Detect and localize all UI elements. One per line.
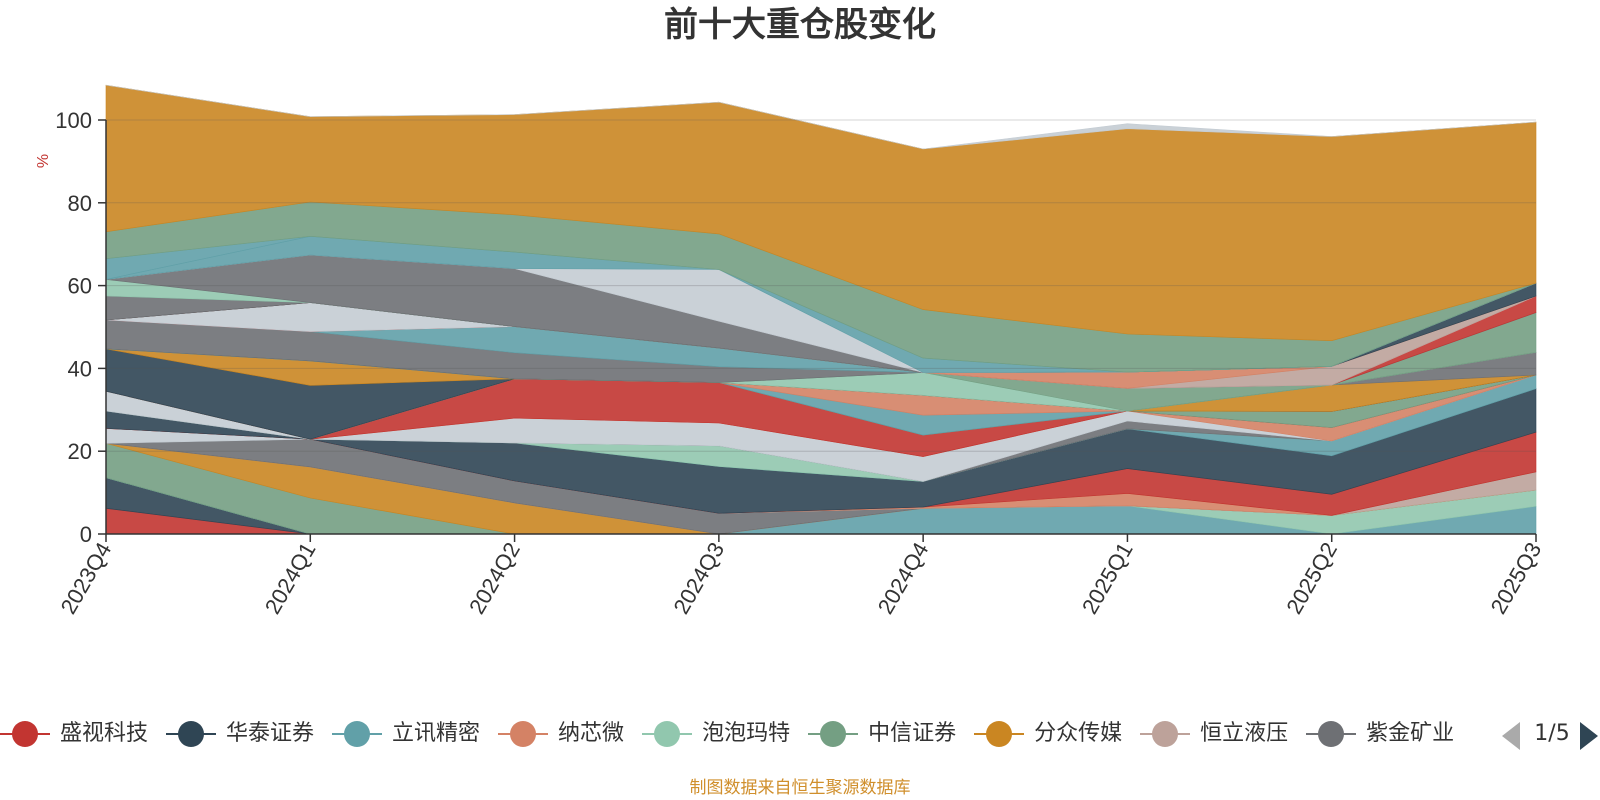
x-tick-label: 2024Q1 — [260, 538, 321, 618]
y-axis-label: % — [35, 154, 52, 168]
x-tick-label: 2025Q3 — [1486, 538, 1547, 618]
legend-label: 立讯精密 — [392, 721, 481, 746]
legend-label: 中信证券 — [868, 721, 957, 746]
legend-next-page-button[interactable] — [1580, 722, 1598, 750]
legend-items: 盛视科技 华泰证券 立讯精密 纳芯微 泡泡玛特 中信证券 分众传媒 恒立液压 紫金矿业 — [0, 712, 1482, 756]
y-tick-label: 20 — [68, 439, 92, 464]
legend-label: 泡泡玛特 — [702, 721, 791, 746]
legend-item[interactable]: 华泰证券 — [166, 712, 314, 756]
legend-item[interactable]: 中信证券 — [808, 712, 956, 756]
y-tick-label: 100 — [55, 108, 92, 133]
legend-symbol — [808, 720, 859, 748]
legend-symbol — [0, 720, 50, 748]
legend-item[interactable]: 紫金矿业 — [1306, 712, 1454, 756]
legend-symbol — [974, 720, 1025, 748]
stacked-area-chart: 0 20 40 60 80 100 2023Q4 2024Q1 2024Q2 2024Q3 2024… — [35, 84, 1547, 618]
area-series-group — [105, 84, 1537, 535]
legend-label: 分众传媒 — [1034, 721, 1123, 746]
legend-label: 恒立液压 — [1200, 721, 1289, 746]
legend-item[interactable]: 恒立液压 — [1140, 712, 1288, 756]
x-tick-label: 2024Q2 — [464, 538, 525, 618]
y-tick-label: 0 — [80, 522, 92, 547]
legend-symbol — [642, 720, 693, 748]
y-tick-label: 40 — [68, 356, 92, 381]
legend-symbol — [166, 720, 217, 748]
y-tick-label: 80 — [68, 191, 92, 216]
legend-pager: 1/5 — [1502, 718, 1600, 750]
legend-item[interactable]: 纳芯微 — [498, 712, 624, 756]
x-tick-label: 2024Q4 — [873, 538, 934, 618]
x-tick-label: 2023Q4 — [56, 538, 117, 618]
legend-item[interactable]: 盛视科技 — [0, 712, 148, 756]
legend-label: 盛视科技 — [60, 721, 149, 746]
legend-page-indicator: 1/5 — [1534, 721, 1570, 746]
x-tick-label: 2025Q2 — [1281, 538, 1342, 618]
legend-symbol — [498, 720, 549, 748]
legend: 盛视科技 华泰证券 立讯精密 纳芯微 泡泡玛特 中信证券 分众传媒 恒立液压 紫金矿业 1/5 — [0, 712, 1600, 756]
area-series-41[interactable] — [105, 84, 1537, 150]
legend-symbol — [1140, 720, 1191, 748]
legend-prev-page-button[interactable] — [1502, 722, 1520, 750]
legend-item[interactable]: 泡泡玛特 — [642, 712, 790, 756]
legend-label: 华泰证券 — [226, 721, 315, 746]
x-tick-label: 2024Q3 — [668, 538, 729, 618]
y-tick-label: 60 — [68, 274, 92, 299]
legend-item[interactable]: 分众传媒 — [974, 712, 1122, 756]
x-tick-label: 2025Q1 — [1077, 538, 1138, 618]
legend-item[interactable]: 立讯精密 — [332, 712, 480, 756]
legend-symbol — [1306, 720, 1357, 748]
legend-label: 紫金矿业 — [1366, 721, 1455, 746]
legend-symbol — [332, 720, 383, 748]
chart-title: 前十大重仓股变化 — [664, 5, 936, 45]
source-note: 制图数据来自恒生聚源数据库 — [689, 778, 911, 798]
legend-label: 纳芯微 — [558, 721, 625, 746]
